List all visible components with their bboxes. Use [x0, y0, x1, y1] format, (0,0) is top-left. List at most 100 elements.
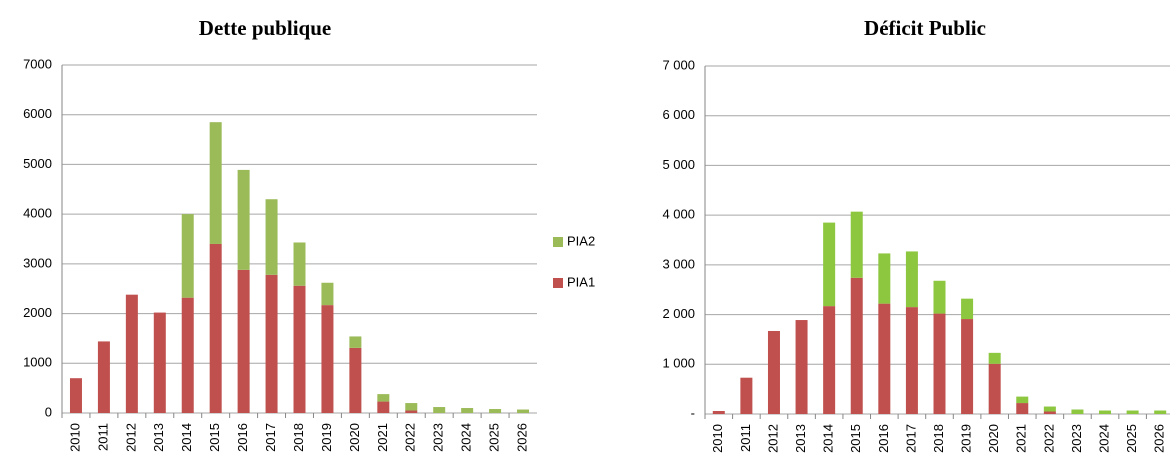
- bar-segment: [349, 336, 362, 348]
- bar-segment: [181, 214, 194, 298]
- x-tick-label: 2019: [319, 423, 334, 452]
- x-tick-label: 2016: [876, 424, 891, 453]
- x-tick-label: 2014: [821, 424, 836, 453]
- x-tick-label: 2022: [403, 423, 418, 452]
- bar-segment: [961, 298, 974, 320]
- x-tick-label: 2025: [1124, 424, 1139, 453]
- y-tick-label: 7 000: [662, 57, 695, 72]
- y-tick-label: 6 000: [662, 107, 695, 122]
- bar-segment: [1016, 403, 1029, 414]
- x-tick-label: 2010: [67, 423, 82, 452]
- bar-segment: [767, 330, 780, 414]
- bar-segment: [349, 347, 362, 413]
- bar-segment: [905, 251, 918, 308]
- bar-segment: [433, 407, 446, 413]
- x-tick-label: 2018: [931, 424, 946, 453]
- x-tick-label: 2012: [765, 424, 780, 453]
- bar-segment: [405, 403, 418, 411]
- bar-segment: [1099, 410, 1112, 414]
- x-tick-label: 2017: [903, 424, 918, 453]
- y-tick-label: 1 000: [662, 356, 695, 371]
- bar-segment: [1154, 410, 1167, 414]
- bar-segment: [988, 352, 1001, 364]
- bar-segment: [69, 378, 82, 413]
- x-tick-label: 2026: [1152, 424, 1167, 453]
- x-tick-label: 2021: [1014, 424, 1029, 453]
- y-tick-label: 4000: [23, 206, 52, 221]
- bar-segment: [1126, 410, 1139, 414]
- bar-segment: [1071, 409, 1084, 414]
- y-tick-label: 1000: [23, 355, 52, 370]
- y-tick-label: 0: [45, 404, 52, 419]
- x-tick-label: 2015: [207, 423, 222, 452]
- x-tick-label: 2018: [291, 423, 306, 452]
- y-tick-label: 6000: [23, 106, 52, 121]
- x-tick-label: 2011: [95, 423, 110, 451]
- bar-segment: [237, 269, 250, 413]
- bar-segment: [321, 282, 334, 306]
- x-tick-label: 2019: [959, 424, 974, 453]
- y-tick-label: 3 000: [662, 256, 695, 271]
- legend-swatch: [553, 237, 563, 247]
- bar-segment: [961, 319, 974, 414]
- y-tick-label: 4 000: [662, 207, 695, 222]
- bar-segment: [517, 409, 530, 413]
- bar-segment: [489, 409, 502, 413]
- bar-segment: [377, 394, 390, 402]
- y-tick-label: 2 000: [662, 306, 695, 321]
- legend-label: PIA1: [567, 274, 595, 289]
- bar-segment: [265, 199, 278, 275]
- x-tick-label: 2024: [459, 423, 474, 452]
- legend-label: PIA2: [567, 233, 595, 248]
- y-tick-label: 2000: [23, 305, 52, 320]
- bar-segment: [181, 297, 194, 413]
- x-tick-label: 2023: [1069, 424, 1084, 453]
- y-tick-label: 5 000: [662, 157, 695, 172]
- bar-segment: [1043, 406, 1056, 412]
- x-tick-label: 2021: [375, 423, 390, 452]
- bar-segment: [1043, 411, 1056, 414]
- bar-segment: [153, 312, 166, 413]
- y-tick-label: 3000: [23, 255, 52, 270]
- y-tick-label: -: [691, 405, 695, 420]
- bar-segment: [878, 253, 891, 304]
- x-tick-label: 2020: [347, 423, 362, 452]
- x-tick-label: 2022: [1041, 424, 1056, 453]
- bar-segment: [321, 305, 334, 413]
- bar-segment: [405, 410, 418, 413]
- x-tick-label: 2012: [123, 423, 138, 452]
- bar-segment: [209, 243, 222, 413]
- bar-segment: [905, 307, 918, 414]
- bar-segment: [1016, 396, 1029, 404]
- chart-title: Déficit Public: [864, 16, 986, 40]
- x-tick-label: 2017: [263, 423, 278, 452]
- bar-segment: [933, 313, 946, 414]
- x-tick-label: 2016: [235, 423, 250, 452]
- bar-segment: [293, 285, 306, 413]
- bar-segment: [461, 408, 474, 413]
- bar-segment: [823, 306, 836, 414]
- x-tick-label: 2013: [793, 424, 808, 453]
- bar-segment: [933, 280, 946, 314]
- bar-segment: [795, 320, 808, 414]
- x-tick-label: 2024: [1096, 424, 1111, 453]
- y-tick-label: 5000: [23, 156, 52, 171]
- legend-swatch: [553, 278, 563, 288]
- bar-segment: [293, 242, 306, 286]
- bar-segment: [125, 294, 138, 413]
- chart-title: Dette publique: [199, 16, 331, 40]
- x-tick-label: 2023: [431, 423, 446, 452]
- bar-segment: [988, 363, 1001, 414]
- x-tick-label: 2025: [487, 423, 502, 452]
- bar-segment: [740, 377, 753, 414]
- bar-segment: [850, 211, 863, 278]
- x-tick-label: 2020: [986, 424, 1001, 453]
- bar-segment: [712, 411, 725, 414]
- bar-segment: [878, 303, 891, 414]
- x-tick-label: 2014: [179, 423, 194, 452]
- y-tick-label: 7000: [23, 56, 52, 71]
- x-tick-label: 2015: [848, 424, 863, 453]
- bar-segment: [850, 277, 863, 414]
- x-tick-label: 2026: [514, 423, 529, 452]
- bar-segment: [237, 169, 250, 270]
